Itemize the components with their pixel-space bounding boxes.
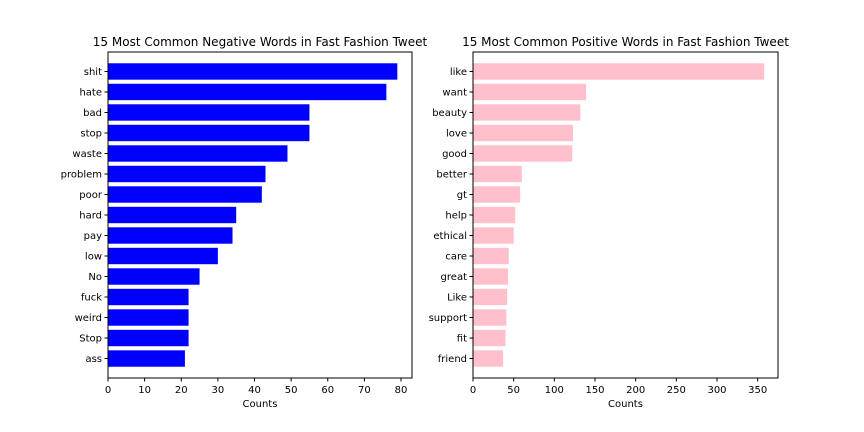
bar: [108, 329, 189, 347]
y-tick-label: friend: [438, 354, 467, 365]
x-tick-labels: 0 50 100 150 200 250 300 350: [470, 378, 767, 396]
x-tick-label: 0: [470, 385, 476, 396]
x-tick-label: 100: [545, 385, 564, 396]
y-tick-labels: shit hate bad stop waste problem poor hard pay lo…: [61, 67, 108, 365]
y-tick-label: hate: [79, 87, 102, 98]
x-tick-label: 50: [285, 385, 298, 396]
x-axis-label: Counts: [608, 399, 643, 410]
negative-words-chart: 15 Most Common Negative Words in Fast Fa…: [61, 35, 428, 410]
y-tick-label: ass: [85, 354, 102, 365]
y-tick-label: care: [445, 252, 467, 263]
x-tick-label: 20: [175, 385, 188, 396]
x-tick-label: 10: [138, 385, 151, 396]
x-axis-label: Counts: [243, 399, 278, 410]
y-tick-label: ethical: [433, 231, 467, 242]
plot-frame: [472, 51, 779, 379]
y-tick-label: waste: [72, 149, 102, 160]
bars: [473, 63, 765, 367]
x-tick-label: 70: [358, 385, 371, 396]
x-tick-label: 30: [212, 385, 225, 396]
bar: [108, 350, 185, 367]
y-tick-label: beauty: [432, 108, 467, 119]
y-tick-label: great: [441, 272, 468, 283]
bar: [473, 145, 573, 162]
x-tick-label: 250: [667, 385, 686, 396]
y-tick-label: poor: [79, 190, 103, 201]
y-tick-label: problem: [61, 169, 102, 180]
plot-frame: [107, 51, 413, 379]
x-tick-label: 40: [248, 385, 261, 396]
y-tick-label: shit: [84, 67, 102, 78]
bar: [473, 227, 514, 244]
x-tick-label: 50: [507, 385, 520, 396]
bar: [473, 350, 504, 367]
bar: [108, 309, 189, 326]
y-tick-label: support: [429, 313, 467, 324]
y-tick-label: good: [442, 149, 467, 160]
bar: [108, 83, 387, 101]
bar: [108, 63, 398, 80]
y-tick-label: like: [450, 67, 467, 78]
x-tick-label: 80: [395, 385, 408, 396]
bar: [108, 288, 189, 306]
y-tick-label: better: [436, 169, 467, 180]
bars: [108, 63, 398, 367]
x-tick-label: 150: [585, 385, 604, 396]
y-tick-label: help: [445, 211, 467, 222]
bar: [473, 206, 516, 224]
y-tick-label: bad: [83, 108, 102, 119]
bar: [473, 83, 587, 101]
y-tick-label: weird: [75, 313, 102, 324]
y-tick-labels: like want beauty love good better gt help ethica…: [429, 67, 473, 365]
y-tick-label: Like: [447, 293, 467, 304]
bar: [473, 186, 521, 203]
bar: [473, 268, 508, 285]
bar: [108, 145, 288, 162]
x-tick-label: 0: [105, 385, 111, 396]
bar: [108, 104, 310, 121]
bar: [108, 268, 200, 285]
bar: [108, 165, 266, 183]
bar: [473, 288, 508, 306]
bar: [108, 206, 237, 224]
bar: [473, 309, 507, 326]
bar: [473, 63, 765, 80]
chart-title: 15 Most Common Negative Words in Fast Fa…: [93, 35, 428, 49]
bar: [473, 165, 522, 183]
bar: [473, 247, 509, 265]
y-tick-label: hard: [79, 211, 102, 222]
bar: [473, 104, 581, 121]
x-tick-label: 350: [748, 385, 767, 396]
y-tick-label: pay: [84, 231, 102, 242]
bar: [108, 247, 218, 265]
bar: [108, 124, 310, 142]
y-tick-label: Stop: [79, 334, 102, 345]
x-tick-label: 200: [626, 385, 645, 396]
y-tick-label: gt: [457, 190, 467, 201]
bar: [108, 186, 262, 203]
bar: [473, 329, 506, 347]
y-tick-label: stop: [80, 128, 102, 139]
bar: [473, 124, 574, 142]
bar: [108, 227, 233, 244]
x-tick-labels: 0 10 20 30 40 50 60 70 80: [105, 378, 408, 396]
y-tick-label: fuck: [81, 293, 102, 304]
chart-title: 15 Most Common Positive Words in Fast Fa…: [462, 35, 789, 49]
y-tick-label: fit: [457, 334, 467, 345]
y-tick-label: low: [85, 252, 102, 263]
x-tick-label: 60: [321, 385, 334, 396]
y-tick-label: love: [446, 128, 467, 139]
y-tick-label: want: [442, 87, 467, 98]
y-tick-label: No: [88, 272, 102, 283]
x-tick-label: 300: [707, 385, 726, 396]
positive-words-chart: 15 Most Common Positive Words in Fast Fa…: [429, 35, 790, 410]
